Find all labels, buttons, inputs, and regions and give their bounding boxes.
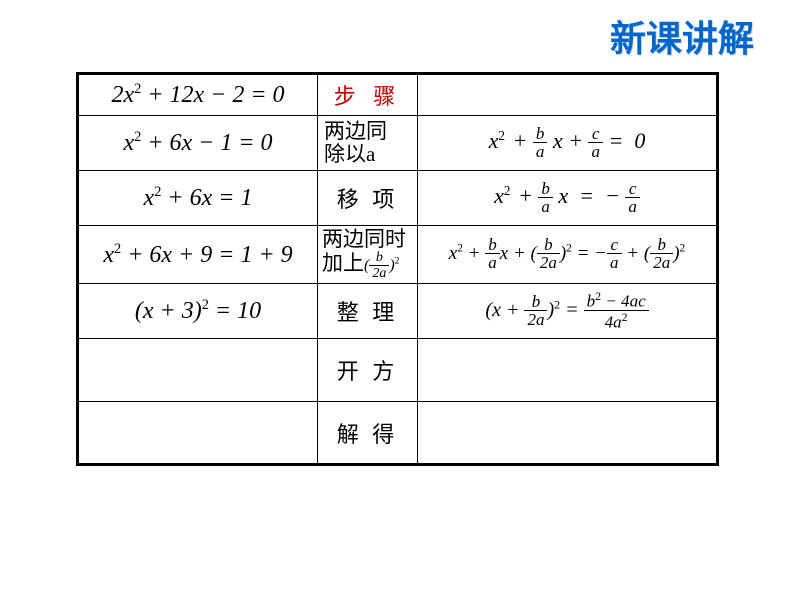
eq-sqrt xyxy=(78,339,318,402)
step-solve: 解 得 xyxy=(318,402,418,465)
step-simplify: 整 理 xyxy=(318,284,418,339)
example-equation: 2x2 + 12x − 2 = 0 xyxy=(78,74,318,116)
step-divide: 两边同 除以a xyxy=(318,116,418,171)
general-move: x2 + ba x = − ca xyxy=(418,171,718,226)
general-divide: x2 + ba x + ca = 0 xyxy=(418,116,718,171)
eq-divide-by-a: x2 + 6x − 1 = 0 xyxy=(78,116,318,171)
eq-move-term: x2 + 6x = 1 xyxy=(78,171,318,226)
step-sqrt: 开 方 xyxy=(318,339,418,402)
general-sqrt xyxy=(418,339,718,402)
step-add-square: 两边同时 加上(b2a)2 xyxy=(318,226,418,284)
general-solve xyxy=(418,402,718,465)
step-move: 移 项 xyxy=(318,171,418,226)
page-title: 新课讲解 xyxy=(610,10,754,62)
step-header: 步 骤 xyxy=(318,74,418,116)
derivation-table: 2x2 + 12x − 2 = 0 步 骤 x2 + 6x − 1 = 0 两边… xyxy=(76,72,719,466)
general-add-square: x2 + bax + (b2a)2 = −ca + (b2a)2 xyxy=(418,226,718,284)
eq-simplify: (x + 3)2 = 10 xyxy=(78,284,318,339)
general-header xyxy=(418,74,718,116)
eq-solve xyxy=(78,402,318,465)
eq-complete-square: x2 + 6x + 9 = 1 + 9 xyxy=(78,226,318,284)
general-simplify: (x + b2a)2 = b2 − 4ac4a2 xyxy=(418,284,718,339)
